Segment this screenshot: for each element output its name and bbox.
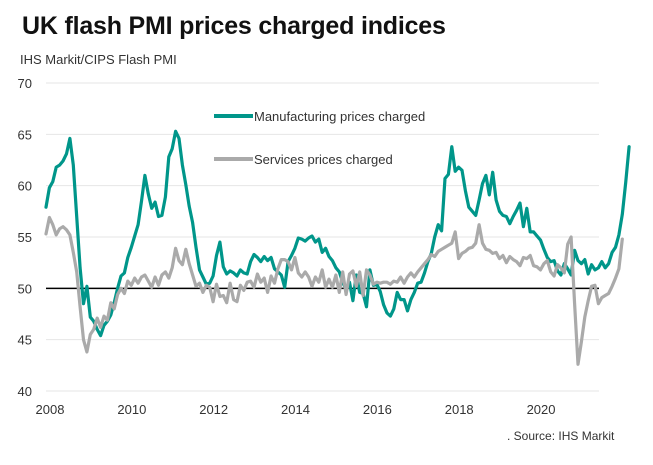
manufacturing-prices-line	[44, 129, 631, 338]
x-tick-label: 2012	[199, 402, 228, 417]
y-tick-label: 65	[18, 127, 32, 142]
y-tick-label: 60	[18, 179, 32, 194]
legend: Manufacturing prices charged Services pr…	[214, 109, 425, 167]
x-tick-label: 2020	[527, 402, 556, 417]
series-lines	[44, 129, 631, 366]
gridlines	[46, 82, 599, 392]
y-tick-label: 55	[18, 230, 32, 245]
x-tick-label: 2018	[445, 402, 474, 417]
y-tick-label: 40	[18, 384, 32, 399]
y-tick-label: 50	[18, 281, 32, 296]
chart-title: UK flash PMI prices charged indices	[22, 12, 446, 40]
y-tick-label: 45	[18, 333, 32, 348]
y-tick-label: 70	[18, 76, 32, 91]
x-tick-label: 2016	[363, 402, 392, 417]
x-tick-label: 2008	[36, 402, 65, 417]
legend-label-services: Services prices charged	[254, 152, 393, 167]
x-tick-label: 2010	[117, 402, 146, 417]
source-note: . Source: IHS Markit	[507, 429, 615, 443]
x-axis-ticks: 2008 2010 2012 2014 2016 2018 2020	[36, 402, 556, 417]
y-axis-ticks: 70 65 60 55 50 45 40	[18, 76, 32, 399]
x-tick-label: 2014	[281, 402, 310, 417]
chart-subtitle: IHS Markit/CIPS Flash PMI	[20, 52, 177, 67]
services-prices-line	[44, 215, 624, 366]
legend-label-manufacturing: Manufacturing prices charged	[254, 109, 425, 124]
